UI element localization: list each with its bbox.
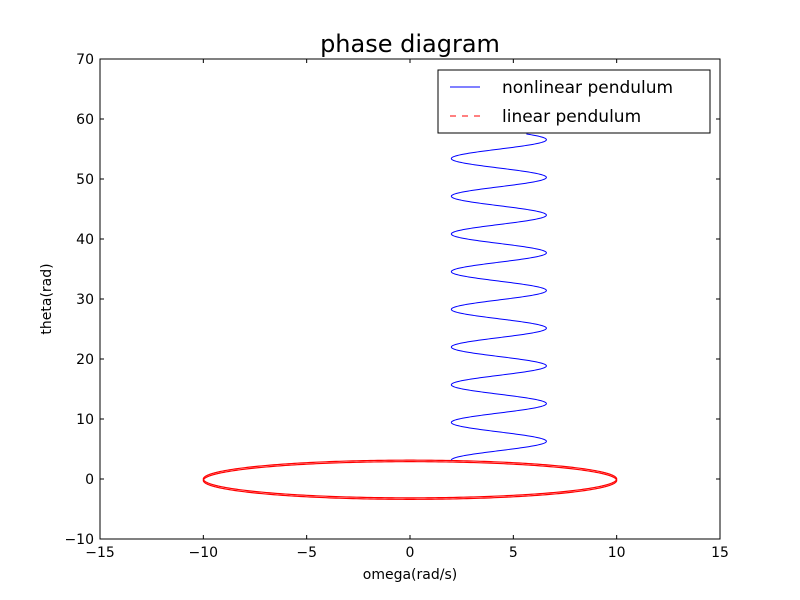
series-linear-pendulum-trace (202, 461, 618, 500)
y-tick-label: −10 (64, 532, 94, 548)
x-tick-label: −15 (85, 545, 115, 561)
chart-title: phase diagram (320, 30, 500, 58)
x-axis-label: omega(rad/s) (363, 567, 457, 583)
x-tick-label: 10 (608, 545, 626, 561)
legend-box (437, 69, 711, 134)
x-tick-label: −10 (189, 545, 219, 561)
y-tick-label: 30 (76, 292, 94, 308)
legend: nonlinear pendulum linear pendulum (437, 69, 711, 134)
series-layer (202, 133, 618, 500)
series-nonlinear-pendulum (450, 133, 547, 461)
x-tick-label: 15 (711, 545, 729, 561)
y-axis-label: theta(rad) (39, 263, 55, 334)
y-tick-label: 0 (85, 472, 94, 488)
y-tick-label: 70 (76, 52, 94, 68)
y-tick-label: 60 (76, 112, 94, 128)
y-tick-label: 20 (76, 352, 94, 368)
y-tick-label: 50 (76, 172, 94, 188)
x-tick-label: 0 (406, 545, 415, 561)
legend-label-linear: linear pendulum (502, 107, 641, 127)
legend-label-nonlinear: nonlinear pendulum (502, 78, 673, 98)
x-tick-label: 5 (509, 545, 518, 561)
y-tick-label: 40 (76, 232, 94, 248)
y-tick-label: 10 (76, 412, 94, 428)
x-tick-label: −5 (296, 545, 317, 561)
